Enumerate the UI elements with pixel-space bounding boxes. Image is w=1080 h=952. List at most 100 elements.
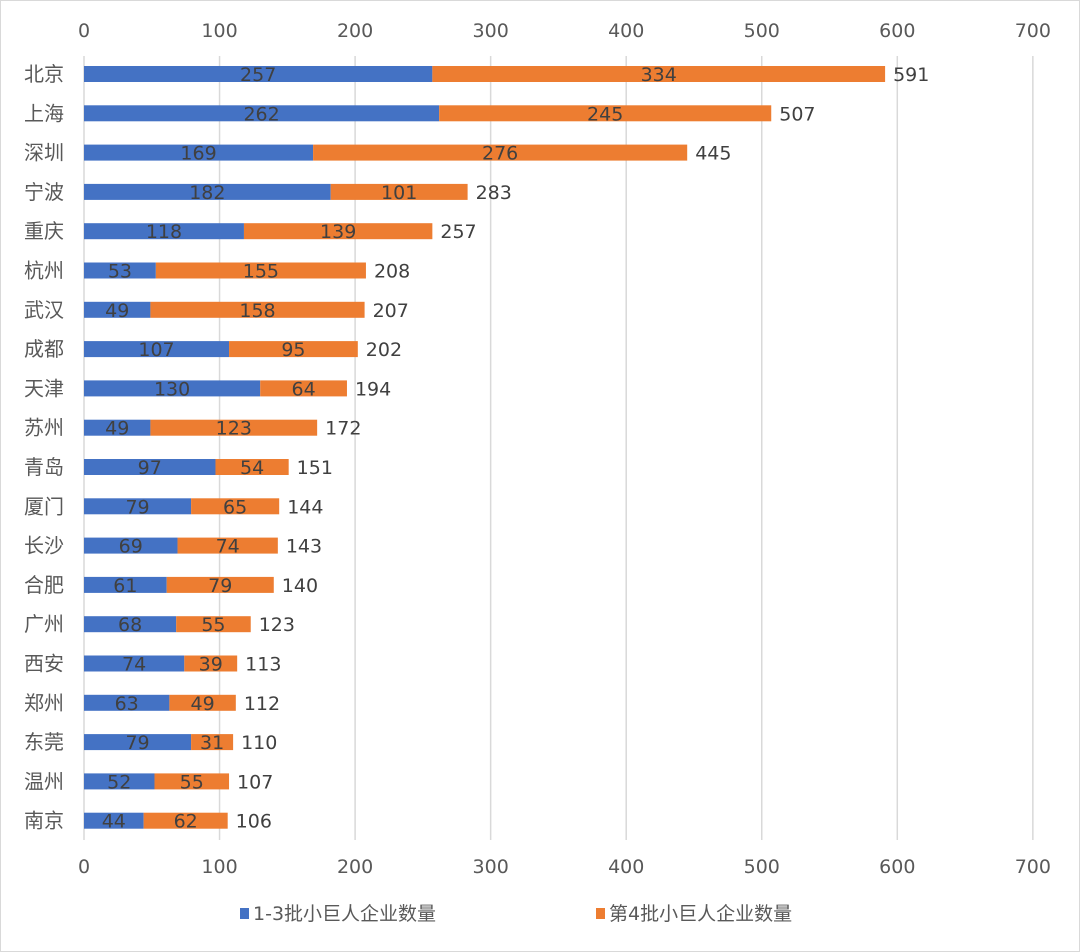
legend-label: 1-3批小巨人企业数量 <box>253 903 436 925</box>
bar-batch1-3 <box>84 380 261 397</box>
bar-batch4 <box>313 144 688 161</box>
category-label: 郑州 <box>24 691 64 715</box>
bar-batch1-3 <box>84 498 192 515</box>
category-label: 青岛 <box>24 455 64 479</box>
data-label: 79 <box>125 732 149 754</box>
total-label: 194 <box>355 378 391 400</box>
x-tick-label-top: 300 <box>473 20 509 42</box>
bar-batch4 <box>150 419 318 436</box>
data-label: 107 <box>138 339 174 361</box>
bar-batch1-3 <box>84 694 170 711</box>
data-label: 74 <box>216 536 240 558</box>
bar-batch4 <box>177 537 278 554</box>
bar-batch1-3 <box>84 105 440 122</box>
data-label: 118 <box>146 221 182 243</box>
data-label: 64 <box>291 378 315 400</box>
bar-batch1-3 <box>84 223 244 240</box>
legend-swatch <box>240 908 249 919</box>
total-label: 110 <box>241 732 277 754</box>
total-label: 106 <box>236 811 272 833</box>
category-label: 长沙 <box>24 534 64 558</box>
x-tick-label-bottom: 100 <box>201 856 237 878</box>
data-label: 139 <box>320 221 356 243</box>
category-label: 天津 <box>24 376 64 400</box>
data-label: 245 <box>587 103 623 125</box>
bar-batch4 <box>432 66 886 82</box>
bar-batch1-3 <box>84 183 331 200</box>
category-label: 成都 <box>24 337 64 361</box>
x-tick-label-bottom: 400 <box>608 856 644 878</box>
data-label: 55 <box>201 614 225 636</box>
data-label: 276 <box>482 143 518 165</box>
data-label: 95 <box>281 339 305 361</box>
bar-batch4 <box>215 459 289 475</box>
legend-label: 第4批小巨人企业数量 <box>609 903 792 925</box>
data-label: 169 <box>180 143 216 165</box>
bar-batch1-3 <box>84 773 155 790</box>
x-tick-label-top: 0 <box>78 20 90 42</box>
bar-batch4 <box>243 223 433 240</box>
data-label: 61 <box>113 575 137 597</box>
category-label: 东莞 <box>24 730 64 754</box>
total-label: 107 <box>237 771 273 793</box>
x-tick-label-bottom: 700 <box>1015 856 1051 878</box>
data-label: 257 <box>240 64 276 86</box>
data-label: 39 <box>199 654 223 676</box>
category-label: 合肥 <box>24 573 64 597</box>
bar-batch1-3 <box>84 341 230 358</box>
total-label: 202 <box>366 339 402 361</box>
bar-batch4 <box>229 341 358 358</box>
data-label: 53 <box>108 261 132 283</box>
data-label: 49 <box>105 418 129 440</box>
bar-batch4 <box>176 616 251 633</box>
legend-swatch <box>596 908 605 919</box>
data-label: 52 <box>107 771 131 793</box>
data-label: 54 <box>240 457 264 479</box>
data-label: 101 <box>381 182 417 204</box>
data-label: 49 <box>105 300 129 322</box>
category-label: 宁波 <box>24 180 64 204</box>
data-label: 155 <box>243 261 279 283</box>
bar-batch4 <box>169 694 236 711</box>
data-label: 68 <box>118 614 142 636</box>
x-tick-label-top: 400 <box>608 20 644 42</box>
bar-batch1-3 <box>84 66 433 82</box>
total-label: 113 <box>245 654 281 676</box>
bar-batch1-3 <box>84 262 156 279</box>
data-label: 44 <box>102 811 126 833</box>
x-tick-label-top: 100 <box>201 20 237 42</box>
data-label: 130 <box>154 378 190 400</box>
category-label: 上海 <box>24 101 64 125</box>
data-label: 55 <box>180 771 204 793</box>
data-label: 182 <box>189 182 225 204</box>
total-label: 208 <box>374 261 410 283</box>
data-label: 74 <box>122 654 146 676</box>
bar-batch1-3 <box>84 301 151 318</box>
bar-batch4 <box>154 773 230 790</box>
total-label: 207 <box>373 300 409 322</box>
category-label: 苏州 <box>24 416 64 440</box>
total-label: 151 <box>297 457 333 479</box>
total-label: 172 <box>325 418 361 440</box>
category-label: 南京 <box>24 809 64 833</box>
data-label: 79 <box>125 496 149 518</box>
data-label: 63 <box>115 693 139 715</box>
data-label: 123 <box>216 418 252 440</box>
data-label: 334 <box>641 64 677 86</box>
data-label: 62 <box>174 811 198 833</box>
data-label: 49 <box>191 693 215 715</box>
category-label: 厦门 <box>24 494 64 518</box>
bar-batch4 <box>260 380 347 397</box>
category-label: 武汉 <box>24 298 64 322</box>
bar-batch4 <box>184 655 238 672</box>
bar-batch1-3 <box>84 537 178 554</box>
bar-batch4 <box>191 498 280 515</box>
category-label: 温州 <box>24 769 64 793</box>
data-label: 65 <box>223 496 247 518</box>
data-label: 79 <box>208 575 232 597</box>
data-label: 262 <box>243 103 279 125</box>
category-label: 广州 <box>24 612 64 636</box>
x-tick-label-bottom: 500 <box>744 856 780 878</box>
total-label: 257 <box>440 221 476 243</box>
total-label: 112 <box>244 693 280 715</box>
